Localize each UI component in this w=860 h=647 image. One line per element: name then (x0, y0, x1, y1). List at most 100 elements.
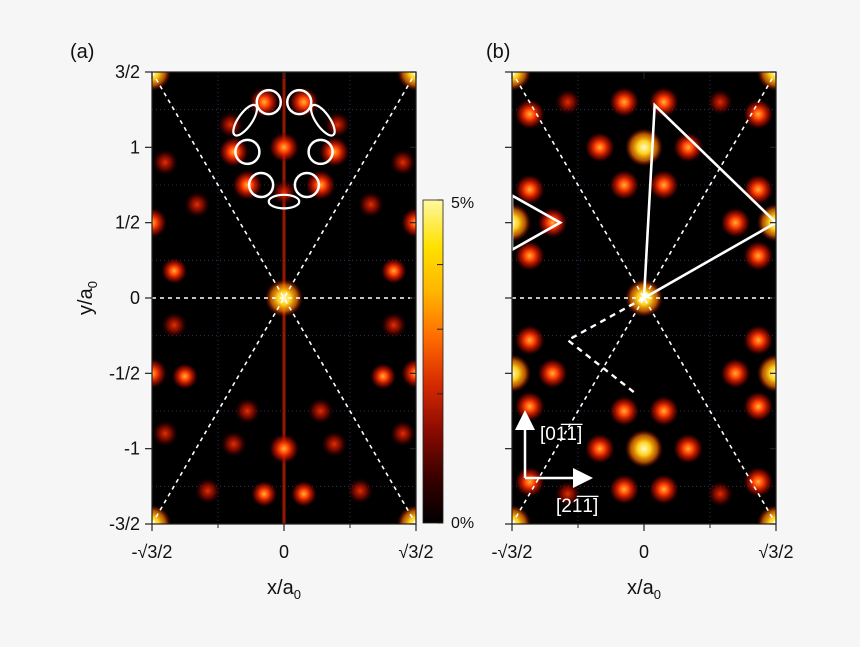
panel-a-peak (389, 149, 416, 176)
panel-a-ring (307, 138, 334, 166)
panel-b-ticks: -√3/2 0 √3/2 (492, 71, 794, 562)
panel-b: (b) -√3/2 0 √3/2 x/a0 [01̅1̅] [21̅1̅] (486, 41, 794, 602)
panel-a-peak (397, 72, 416, 91)
panel-b-peak (707, 480, 734, 507)
panel-b-peak (514, 466, 545, 497)
colorbar: 5% 0% (422, 195, 474, 532)
panel-a-y-tick-label: 0 (130, 288, 140, 308)
panel-a-x-tick-label: √3/2 (399, 542, 434, 562)
panel-b-peak (609, 87, 640, 118)
panel-b-xlabel-sub: 0 (654, 587, 661, 602)
panel-a-peak (152, 72, 171, 91)
panel-a-peak (290, 480, 317, 507)
panel-a-peak (307, 398, 334, 424)
panel-a-label: (a) (70, 41, 94, 63)
panel-b-peak (609, 170, 640, 200)
panel-a-ellipse (267, 193, 301, 210)
panel-a-y-tick-label: 1/2 (115, 213, 140, 233)
panel-a-y-tick-label: 3/2 (115, 62, 140, 82)
panel-b-peak (757, 505, 776, 524)
panel-a-peak (171, 363, 198, 390)
panel-b-peak (625, 429, 663, 468)
panel-a-ring (293, 171, 321, 199)
panel-a-peak (232, 170, 263, 200)
panel-a-peak (220, 431, 247, 458)
panel-a-peak (271, 179, 297, 206)
panel-a-peak (389, 420, 416, 447)
panel-b-peak (648, 170, 679, 200)
panel-a-peak (234, 398, 261, 424)
panel-a-y-tick-label: -1 (124, 439, 140, 459)
panel-a-x-tick-label: 0 (279, 542, 289, 562)
panel-b-peak (512, 505, 531, 524)
panel-b-peak (514, 174, 545, 205)
panel-b-peak (584, 132, 615, 163)
panel-a-peak (161, 257, 188, 284)
panel-b-triangle (642, 102, 776, 301)
panel-a-y-tick-label: -3/2 (109, 514, 140, 534)
panel-a-peak (380, 312, 407, 339)
panel-b-peak (743, 466, 774, 497)
panel-a-ylabel-main: y/a (75, 287, 97, 315)
panel-b-peak (648, 396, 679, 426)
panel-a-xlabel-sub: 0 (294, 587, 301, 602)
panel-a-overlay (152, 72, 416, 524)
panel-a-ylabel-sub: 0 (85, 281, 100, 288)
panel-b-peak (743, 391, 774, 422)
panel-a-y-tick-label: -1/2 (109, 363, 140, 383)
panel-a-peak (269, 132, 299, 163)
panel-b-peak (514, 240, 545, 271)
panel-b-x-tick-label: 0 (639, 542, 649, 562)
panel-a-ellipse (232, 103, 259, 137)
panel-b-peak (673, 433, 704, 464)
direction-label-up: [01̅1̅] (540, 424, 583, 445)
panel-b-x-tick-label: -√3/2 (492, 542, 533, 562)
panel-a-peak (269, 433, 299, 464)
panel-a-peak (184, 191, 211, 218)
panel-a-peak (218, 136, 249, 167)
panel-b-peak (707, 89, 734, 116)
panel-a-peak (152, 420, 179, 447)
panel-a-xlabel-main: x/a (267, 577, 295, 599)
panel-b-label: (b) (486, 41, 510, 63)
colorbar-bar (422, 199, 444, 524)
panel-a-peak (152, 207, 167, 238)
panel-a-peak (152, 358, 167, 389)
panel-a-peak (380, 257, 407, 284)
panel-a-peak (370, 363, 397, 390)
panel-a-ring (285, 88, 313, 116)
panel-b-peak (648, 474, 679, 505)
panel-b-peak (514, 99, 545, 130)
panel-b-peak (512, 203, 531, 242)
panel-b-peak (584, 433, 615, 464)
panel-b-x-tick-label: √3/2 (759, 542, 794, 562)
panel-b-peak (757, 354, 776, 393)
panel-a-peak (152, 505, 171, 524)
panel-b-xlabel-main: x/a (627, 577, 655, 599)
panel-b-peak (743, 174, 774, 205)
panel-b-peak (673, 132, 704, 163)
direction-label-right: [21̅1̅] (556, 496, 599, 517)
panel-a-peak (321, 431, 348, 458)
panel-b-peak (609, 474, 640, 505)
panel-a-ticks: -√3/2 0 √3/2 3/2 1 1/2 0 -1/2 -1 -3/2 (109, 62, 433, 562)
panel-a: (a) -√3/2 0 √3/23/211/20-1/2-1-3/2 x/a0 y/… (70, 41, 433, 602)
panel-a-peak (401, 207, 416, 238)
panel-b-peak (720, 358, 751, 389)
panel-b-peak (743, 325, 774, 356)
panel-b-overlay (512, 72, 776, 524)
panel-b-peak (512, 354, 531, 393)
panel-a-peak (401, 358, 416, 389)
panel-b-peak (514, 391, 545, 422)
panel-b-dashed-triangle (565, 296, 645, 394)
colorbar-min-label: 0% (451, 515, 474, 532)
panel-a-xlabel: x/a0 (267, 577, 301, 602)
panel-a-peak (319, 136, 350, 167)
panel-b-peak (757, 72, 776, 91)
panel-b-peak (720, 207, 751, 238)
panel-a-peak (357, 191, 384, 218)
panel-b-peak (512, 72, 531, 91)
panel-a-peak (251, 480, 278, 507)
panel-a-ellipse (309, 103, 336, 137)
